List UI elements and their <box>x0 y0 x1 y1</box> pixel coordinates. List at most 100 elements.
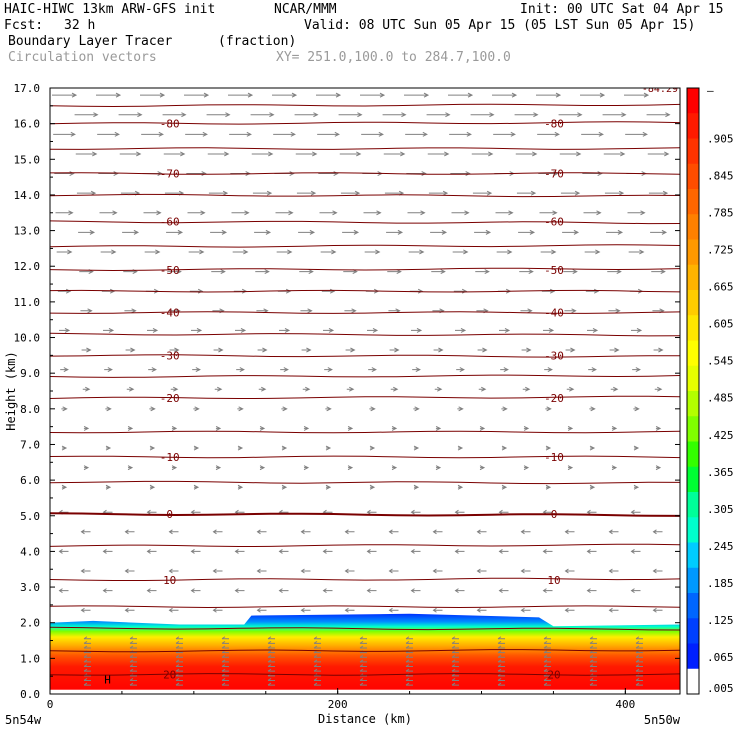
wind-vector <box>214 386 223 392</box>
wind-vector <box>405 654 413 658</box>
wind-vector <box>388 568 399 574</box>
contour-label: -80 <box>544 118 564 131</box>
colorbar-swatch <box>687 113 699 139</box>
wind-vector <box>221 636 229 640</box>
wind-vector <box>210 229 228 235</box>
wind-vector <box>405 659 413 663</box>
wind-vector <box>187 210 206 216</box>
wind-vector <box>129 636 137 640</box>
wind-vector <box>280 367 289 373</box>
contour-label: -40 <box>544 307 564 320</box>
wind-vector <box>171 425 178 431</box>
wind-vector <box>476 568 487 574</box>
wind-vector <box>146 588 157 594</box>
wind-vector <box>635 682 643 686</box>
wind-vector <box>495 210 514 216</box>
wind-vector <box>410 548 421 554</box>
wind-vector <box>83 640 91 644</box>
wind-vector <box>52 92 78 98</box>
wind-vector <box>96 92 122 98</box>
wind-vector <box>318 171 339 177</box>
colorbar-top-label: – <box>707 84 714 97</box>
y-tick-label: 8.0 <box>20 403 40 416</box>
colorbar-label: .245 <box>707 540 734 553</box>
wind-vector <box>500 367 509 373</box>
wind-vector <box>369 445 376 451</box>
temperature-contour <box>50 649 680 653</box>
wind-vector <box>451 678 459 681</box>
wind-vector <box>193 484 200 490</box>
wind-vector <box>498 588 509 594</box>
wind-vector <box>168 607 179 613</box>
temperature-contour <box>50 311 680 314</box>
wind-vector <box>545 484 552 490</box>
wind-vector <box>313 682 321 686</box>
wind-vector <box>212 529 223 535</box>
colorbar-swatch <box>687 391 699 417</box>
wind-vector <box>189 288 204 294</box>
wind-vector <box>405 678 413 681</box>
wind-vector <box>83 659 91 663</box>
wind-vector <box>102 548 113 554</box>
wind-vector <box>58 548 69 554</box>
wind-vector <box>323 327 335 333</box>
temperature-contour <box>50 626 680 631</box>
right-endpoint-label: 5n50w <box>644 713 681 727</box>
wind-vector <box>143 210 162 216</box>
wind-vector <box>53 131 76 137</box>
wind-vector <box>267 636 275 640</box>
wind-vector <box>635 645 643 649</box>
wind-vector <box>129 659 137 663</box>
wind-vector <box>451 650 459 654</box>
wind-vector <box>470 112 495 118</box>
wind-vector <box>250 112 275 118</box>
wind-vector <box>430 229 448 235</box>
wind-vector <box>208 190 229 196</box>
temperature-contour <box>50 354 680 358</box>
colorbar-swatch <box>687 264 699 291</box>
wind-vector <box>267 650 275 654</box>
wind-vector <box>589 659 597 663</box>
colorbar-swatch <box>687 315 699 341</box>
wind-vector <box>346 386 355 392</box>
wind-vector <box>234 588 245 594</box>
wind-vector <box>363 210 382 216</box>
wind-vector <box>175 668 183 672</box>
wind-vector <box>537 131 560 137</box>
wind-vector <box>83 664 91 668</box>
wind-vector <box>541 288 556 294</box>
wind-vector <box>175 645 183 649</box>
wind-vector <box>390 386 399 392</box>
wind-vector <box>359 640 367 644</box>
org-label: NCAR/MMM <box>274 2 337 17</box>
colorbar-label: .425 <box>707 429 734 442</box>
wind-vector <box>608 568 619 574</box>
wind-vector <box>105 406 112 412</box>
wind-vector <box>126 386 135 392</box>
contour-label: -60 <box>160 216 180 229</box>
wind-vector <box>435 425 442 431</box>
colorbar-label: .845 <box>707 170 734 183</box>
wind-vector <box>589 640 597 644</box>
wind-vector <box>345 347 356 353</box>
wind-vector <box>313 640 321 644</box>
wind-vector <box>190 548 201 554</box>
contour-label: -10 <box>160 451 180 464</box>
wind-vector <box>267 682 275 686</box>
wind-vector <box>516 190 537 196</box>
wind-vector <box>451 210 470 216</box>
wind-vector <box>213 347 224 353</box>
wind-vector <box>432 607 443 613</box>
colorbar-label: .665 <box>707 281 734 294</box>
wind-vector <box>281 406 288 412</box>
wind-vector <box>496 249 513 255</box>
colorbar-swatch <box>687 618 699 644</box>
wind-vector <box>431 269 446 275</box>
wind-vector <box>267 645 275 649</box>
colorbar-swatch <box>687 466 699 493</box>
wind-vector <box>611 465 618 471</box>
wind-vector <box>303 425 310 431</box>
wind-vector <box>83 668 91 672</box>
colorbar-label: .545 <box>707 355 734 368</box>
